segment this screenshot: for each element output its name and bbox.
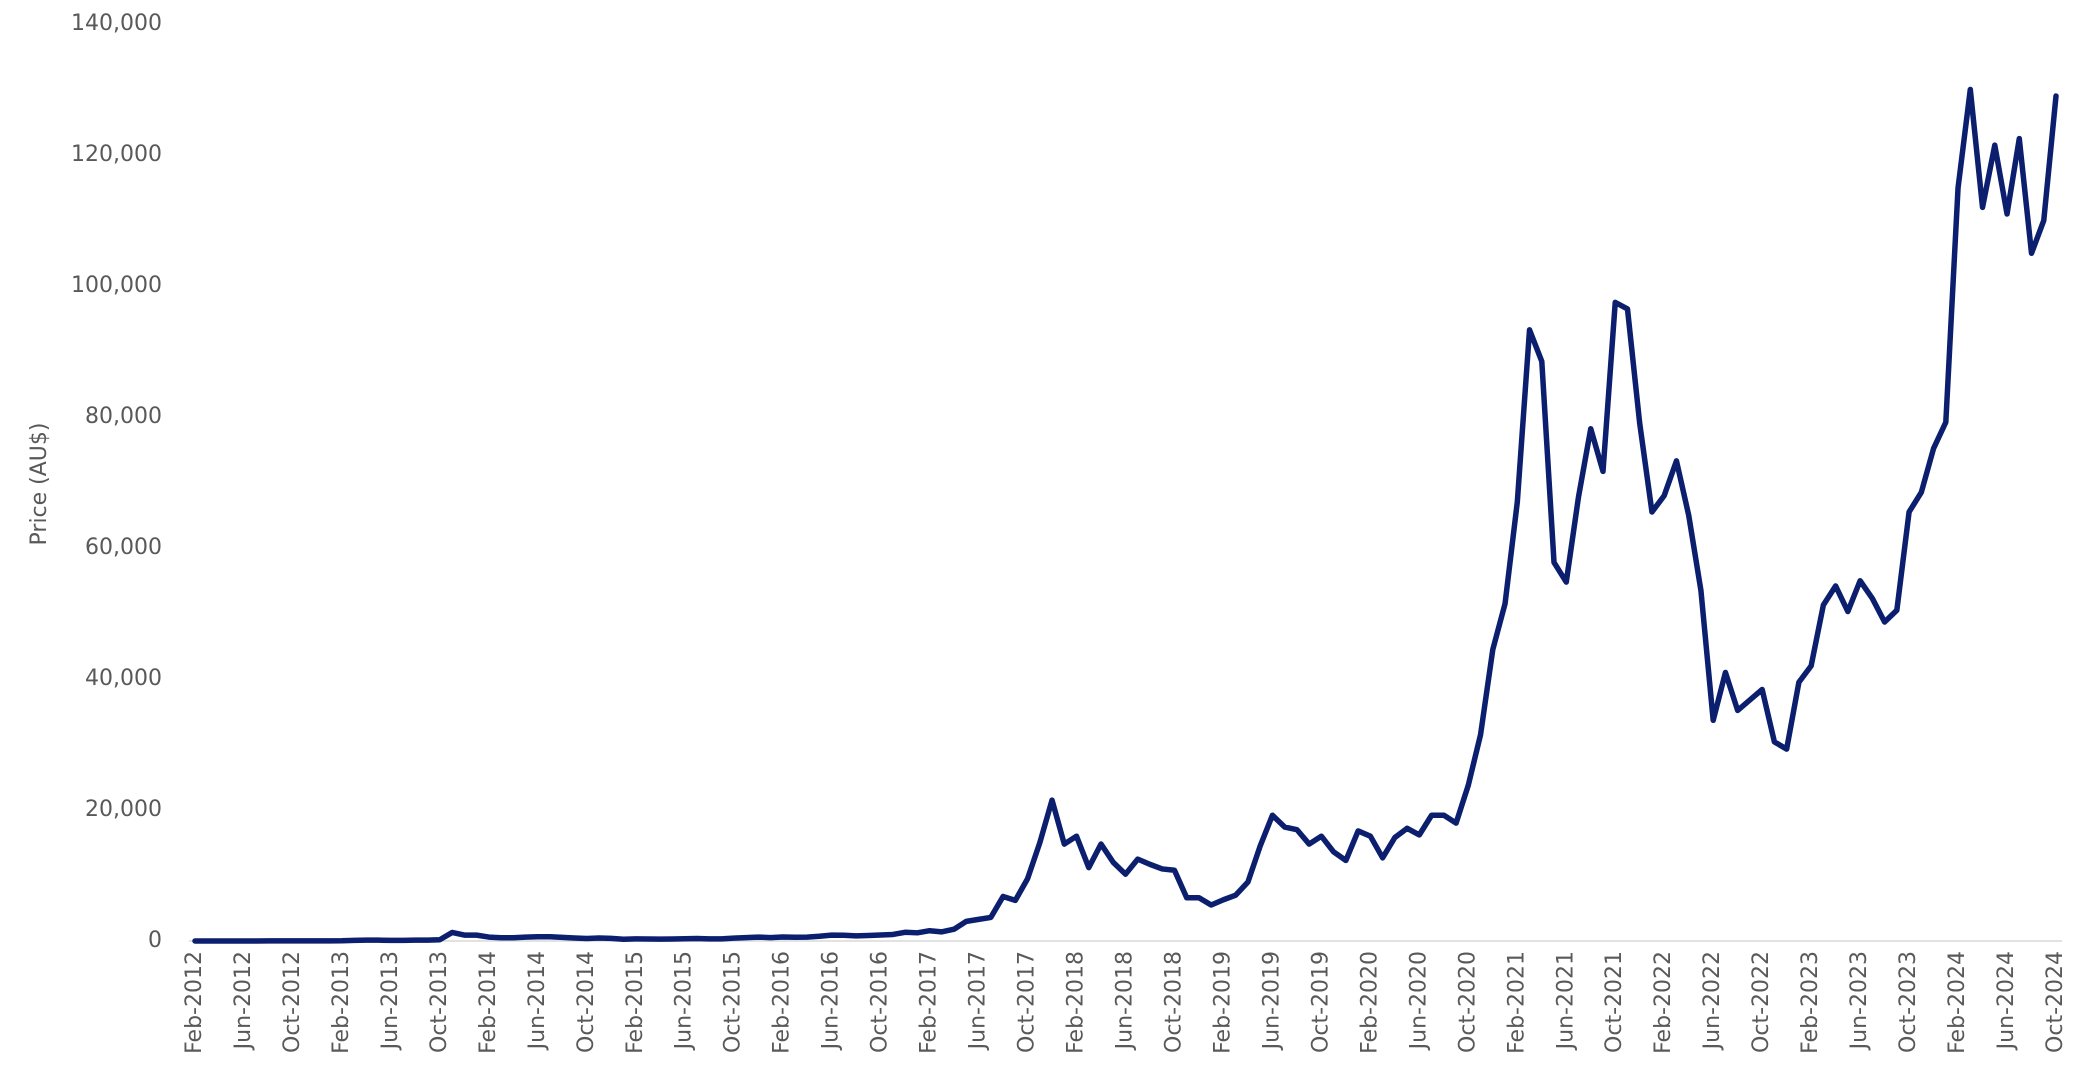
y-tick-label: 20,000 xyxy=(85,797,162,822)
x-tick-label: Jun-2021 xyxy=(1553,951,1578,1051)
x-tick-label: Oct-2017 xyxy=(1015,951,1040,1053)
x-tick-label: Feb-2022 xyxy=(1651,951,1676,1054)
x-tick-label: Oct-2012 xyxy=(280,951,305,1053)
x-tick-label: Jun-2018 xyxy=(1113,951,1138,1051)
x-tick-label: Oct-2015 xyxy=(721,951,746,1053)
x-tick-label: Feb-2013 xyxy=(329,951,354,1054)
x-tick-label: Jun-2023 xyxy=(1847,951,1872,1051)
x-tick-label: Oct-2016 xyxy=(868,951,893,1053)
y-tick-label: 0 xyxy=(148,928,162,953)
x-tick-label: Jun-2015 xyxy=(672,951,697,1051)
y-tick-label: 80,000 xyxy=(85,404,162,429)
x-tick-label: Feb-2020 xyxy=(1357,951,1382,1054)
x-tick-label: Feb-2014 xyxy=(476,951,501,1054)
x-tick-label: Jun-2022 xyxy=(1700,951,1725,1051)
x-tick-label: Feb-2019 xyxy=(1210,951,1235,1054)
x-tick-label: Feb-2016 xyxy=(770,951,795,1054)
x-tick-label: Jun-2019 xyxy=(1259,951,1284,1051)
y-tick-label: 140,000 xyxy=(71,11,162,36)
x-tick-label: Feb-2024 xyxy=(1945,951,1970,1054)
x-tick-label: Feb-2021 xyxy=(1504,951,1529,1054)
x-tick-label: Jun-2013 xyxy=(378,951,403,1051)
x-tick-label: Oct-2019 xyxy=(1308,951,1333,1053)
x-tick-label: Jun-2012 xyxy=(231,951,256,1051)
x-tick-label: Oct-2013 xyxy=(427,951,452,1053)
x-tick-label: Oct-2014 xyxy=(574,951,599,1053)
y-tick-label: 40,000 xyxy=(85,666,162,691)
price-line xyxy=(192,86,2059,944)
x-tick-label: Oct-2024 xyxy=(2043,951,2068,1053)
y-tick-label: 120,000 xyxy=(71,142,162,167)
x-tick-label: Oct-2018 xyxy=(1161,951,1186,1053)
x-tick-label: Feb-2023 xyxy=(1798,951,1823,1054)
x-tick-label: Oct-2021 xyxy=(1602,951,1627,1053)
x-tick-label: Jun-2017 xyxy=(966,951,991,1051)
y-tick-label: 100,000 xyxy=(71,273,162,298)
x-tick-label: Feb-2015 xyxy=(623,951,648,1054)
x-tick-label: Jun-2014 xyxy=(525,951,550,1051)
x-tick-label: Oct-2022 xyxy=(1749,951,1774,1053)
x-tick-label: Jun-2016 xyxy=(819,951,844,1051)
y-tick-label: 60,000 xyxy=(85,535,162,560)
x-tick-label: Feb-2012 xyxy=(182,951,207,1054)
x-tick-label: Feb-2018 xyxy=(1064,951,1089,1054)
x-tick-label: Feb-2017 xyxy=(917,951,942,1054)
x-tick-label: Oct-2023 xyxy=(1896,951,1921,1053)
x-tick-label: Jun-2024 xyxy=(1994,951,2019,1051)
x-tick-label: Oct-2020 xyxy=(1455,951,1480,1053)
y-axis-label: Price (AU$) xyxy=(27,423,52,546)
x-tick-label: Jun-2020 xyxy=(1406,951,1431,1051)
